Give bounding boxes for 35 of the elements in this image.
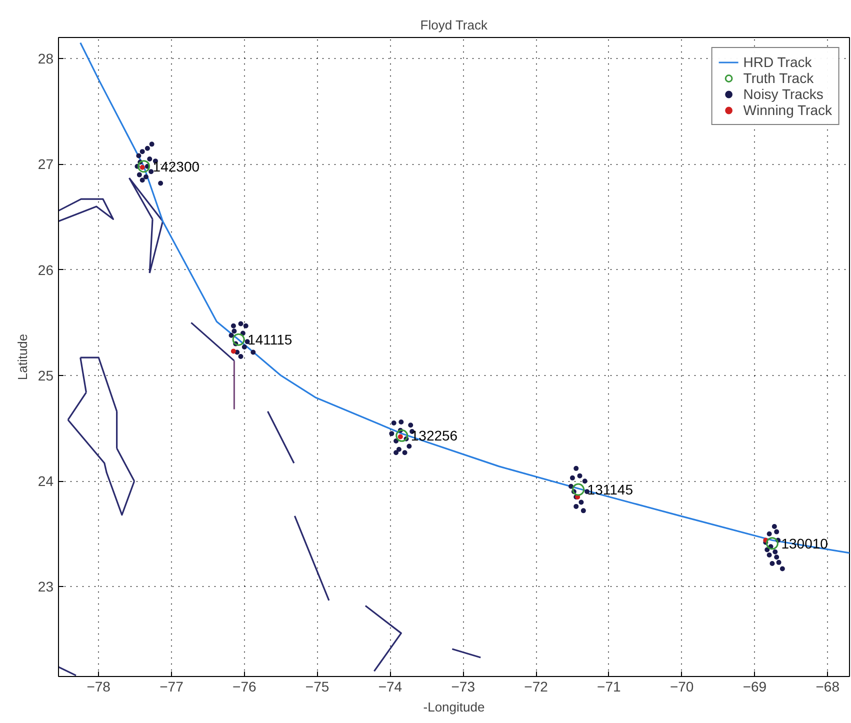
x-axis-title: -Longitude: [423, 700, 485, 714]
x-tick-label: −74: [378, 678, 402, 694]
point: [396, 429, 408, 442]
x-tick-label: −68: [816, 678, 840, 694]
point: [230, 348, 236, 354]
y-tick-label: 27: [38, 156, 54, 172]
x-tick-label: −71: [597, 678, 622, 694]
x-tick-label: −70: [670, 678, 694, 694]
x-tick-label: −77: [160, 678, 184, 694]
chart-title: Floyd Track: [420, 18, 488, 32]
annotation: 131145: [587, 482, 634, 498]
point: [572, 483, 585, 496]
legend-label: Truth Track: [743, 70, 814, 86]
line-series: [80, 42, 850, 554]
y-tick-label: 23: [38, 578, 54, 595]
point: [766, 537, 778, 550]
x-tick-label: −73: [451, 678, 476, 694]
y-tick-label: 26: [38, 262, 54, 278]
x-tick-label: −69: [742, 678, 767, 694]
x-tick-label: −78: [86, 678, 111, 694]
y-tick-label: 24: [38, 473, 54, 490]
legend-label: HRD Track: [743, 54, 812, 70]
annotation: 132256: [410, 428, 458, 444]
point: [138, 160, 150, 173]
legend-label: Noisy Tracks: [743, 86, 824, 102]
x-tick-label: −75: [305, 678, 330, 694]
y-tick-label: 25: [38, 367, 54, 384]
y-axis-title: Latitude: [14, 334, 30, 380]
point: [232, 333, 245, 346]
x-tick-label: −72: [524, 678, 548, 694]
annotation: 141115: [248, 332, 292, 348]
x-tick-label: −76: [232, 678, 256, 694]
annotation: 142300: [152, 158, 200, 174]
legend-label: Winning Track: [743, 102, 832, 118]
y-tick-label: 28: [38, 50, 54, 67]
